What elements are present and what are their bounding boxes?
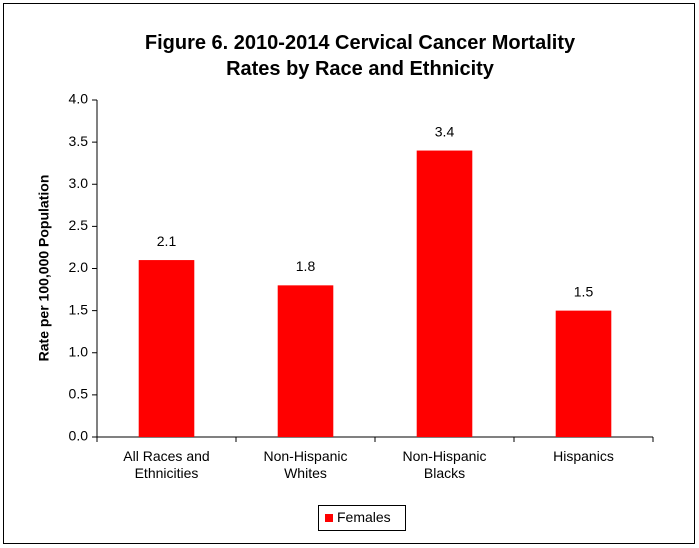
x-tick-label: Non-Hispanic Blacks [402, 448, 487, 481]
y-tick-label: 1.0 [69, 343, 89, 359]
x-tick-label: Non-Hispanic Whites [263, 448, 348, 481]
data-label: 2.1 [157, 233, 177, 249]
data-label: 1.5 [574, 283, 594, 299]
data-label: 3.4 [435, 123, 455, 139]
y-tick-label: 2.0 [69, 259, 89, 275]
title-box: Figure 6. 2010-2014 Cervical Cancer Mort… [144, 32, 576, 80]
x-tick-label: All Races and Ethnicities [123, 448, 210, 481]
chart-title: Figure 6. 2010-2014 Cervical Cancer Mort… [144, 32, 576, 80]
data-label: 1.8 [296, 258, 316, 274]
y-tick-label: 3.5 [69, 133, 89, 149]
y-tick-label: 3.0 [69, 175, 89, 191]
y-tick-label: 1.5 [69, 301, 89, 317]
bar [416, 150, 473, 438]
bar [555, 310, 612, 437]
chart-border [3, 3, 695, 544]
y-axis-title: Rate per 100,000 Population [36, 175, 52, 362]
y-tick-label: 2.5 [69, 217, 89, 233]
y-tick-label: 0.5 [69, 386, 89, 402]
x-tick-label: Hispanics [553, 448, 614, 464]
legend-label: Females [337, 509, 391, 525]
bar [138, 260, 195, 437]
y-tick-label: 0.0 [69, 428, 89, 444]
legend-swatch [325, 514, 333, 522]
y-tick-label: 4.0 [69, 91, 89, 107]
bar [277, 285, 334, 437]
